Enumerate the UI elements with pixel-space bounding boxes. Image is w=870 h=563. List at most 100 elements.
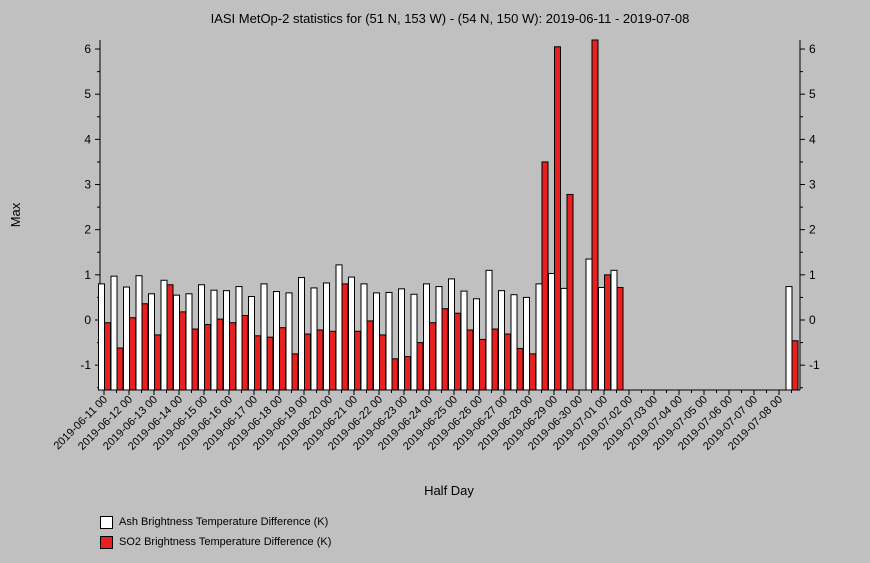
so2-bar — [429, 322, 436, 391]
so2-bar — [104, 322, 111, 391]
y-tick-label-left: 3 — [84, 178, 91, 192]
so2-bar — [554, 46, 561, 391]
ash-bar — [535, 283, 543, 391]
ash-bar — [248, 296, 255, 391]
so2-bar — [279, 327, 286, 391]
y-tick-label-right: 5 — [809, 87, 816, 101]
so2-bar — [441, 308, 449, 391]
ash-bar — [298, 277, 305, 391]
so2-bar — [191, 328, 199, 391]
so2-bar — [141, 303, 149, 391]
ash-bar — [510, 294, 518, 391]
legend-swatch-so2 — [100, 535, 113, 549]
ash-bar — [560, 287, 568, 391]
ash-bar — [110, 275, 118, 391]
ash-bar — [785, 286, 793, 391]
y-tick-label-left: -1 — [80, 358, 91, 372]
so2-bar — [316, 329, 324, 391]
ash-bar — [135, 275, 143, 391]
legend-label-so2: SO2 Brightness Temperature Difference (K… — [119, 536, 332, 548]
x-axis-label: Half Day — [424, 483, 474, 498]
so2-bar — [116, 347, 124, 391]
y-tick-label-right: 1 — [809, 268, 816, 282]
so2-bar — [616, 286, 624, 391]
so2-bar — [591, 39, 599, 391]
ash-bar — [498, 290, 505, 391]
ash-bar — [260, 283, 268, 391]
legend-item-ash: Ash Brightness Temperature Difference (K… — [100, 512, 331, 532]
ash-bar — [235, 286, 243, 391]
y-tick-label-left: 6 — [84, 42, 91, 56]
ash-bar — [360, 283, 368, 391]
ash-bar — [273, 291, 280, 391]
legend: Ash Brightness Temperature Difference (K… — [100, 512, 331, 552]
ash-bar — [398, 288, 405, 391]
so2-bar — [516, 347, 524, 391]
so2-bar — [454, 312, 461, 391]
y-tick-label-left: 4 — [84, 132, 91, 146]
ash-bar — [148, 293, 155, 391]
ash-bar — [460, 290, 468, 391]
ash-bar — [410, 293, 418, 391]
so2-bar — [129, 317, 136, 391]
ash-bar — [210, 289, 218, 391]
y-tick-label-right: 3 — [809, 178, 816, 192]
so2-bar — [504, 333, 511, 391]
ash-bar — [485, 269, 493, 391]
so2-bar — [604, 274, 611, 391]
so2-bar — [791, 340, 799, 391]
so2-bar — [529, 353, 536, 391]
so2-bar — [329, 330, 336, 391]
y-axis-label: Max — [8, 202, 23, 227]
ash-bar — [160, 279, 168, 391]
y-tick-label-left: 5 — [84, 87, 91, 101]
ash-bar — [310, 287, 318, 391]
y-tick-label-right: 6 — [809, 42, 816, 56]
ash-bar — [98, 283, 105, 391]
so2-bar — [354, 330, 361, 391]
so2-bar — [341, 283, 349, 391]
ash-bar — [548, 272, 555, 391]
so2-bar — [391, 358, 399, 391]
ash-bar — [585, 258, 593, 391]
so2-bar — [204, 324, 211, 391]
ash-bar — [610, 269, 618, 391]
ash-bar — [123, 286, 130, 391]
so2-bar — [479, 338, 486, 391]
legend-label-ash: Ash Brightness Temperature Difference (K… — [119, 516, 329, 528]
y-tick-label-left: 2 — [84, 223, 91, 237]
so2-bar — [179, 311, 186, 391]
ash-bar — [198, 284, 205, 391]
ash-bar — [223, 290, 230, 391]
y-tick-label-right: -1 — [809, 358, 820, 372]
so2-bar — [566, 193, 574, 391]
y-tick-label-right: 2 — [809, 223, 816, 237]
ash-bar — [423, 283, 430, 391]
so2-bar — [366, 320, 374, 391]
legend-swatch-ash — [100, 515, 113, 529]
so2-bar — [241, 314, 249, 391]
ash-bar — [285, 292, 293, 391]
y-tick-label-right: 0 — [809, 313, 816, 327]
y-tick-label-right: 4 — [809, 132, 816, 146]
so2-bar — [404, 356, 411, 391]
ash-bar — [348, 276, 355, 391]
so2-bar — [416, 342, 424, 391]
so2-bar — [166, 284, 174, 391]
so2-bar — [229, 322, 236, 391]
so2-bar — [466, 329, 474, 391]
so2-bar — [154, 334, 161, 391]
so2-bar — [379, 334, 386, 391]
ash-bar — [473, 298, 480, 391]
ash-bar — [385, 291, 393, 391]
ash-bar — [185, 293, 193, 391]
so2-bar — [291, 353, 299, 391]
ash-bar — [448, 278, 455, 391]
ash-bar — [335, 264, 343, 391]
so2-bar — [541, 161, 549, 391]
so2-bar — [216, 318, 224, 391]
ash-bar — [373, 292, 380, 391]
